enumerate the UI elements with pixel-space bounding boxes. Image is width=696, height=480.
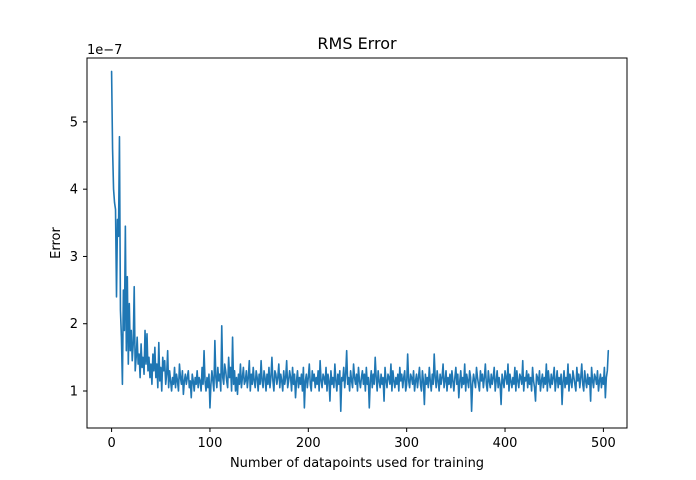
series-line <box>110 70 610 412</box>
x-tick-label: 500 <box>591 436 616 451</box>
y-tick-label: 5 <box>70 115 78 130</box>
x-axis-label: Number of datapoints used for training <box>230 456 484 471</box>
x-axis-ticks: 0 100 200 300 400 500 <box>107 428 616 451</box>
y-tick-label: 4 <box>70 183 78 198</box>
x-tick-label: 0 <box>107 436 115 451</box>
y-tick-label: 3 <box>70 250 78 265</box>
y-axis-ticks: 1 2 3 4 5 <box>70 115 87 400</box>
y-tick-label: 2 <box>70 317 78 332</box>
x-tick-label: 100 <box>198 436 223 451</box>
y-tick-label: 1 <box>70 385 78 400</box>
y-axis-label: Error <box>49 227 64 259</box>
x-tick-label: 200 <box>296 436 321 451</box>
y-offset-label: 1e−7 <box>87 43 122 58</box>
plot-frame <box>86 57 628 429</box>
chart-title: RMS Error <box>317 34 397 53</box>
x-tick-label: 300 <box>394 436 419 451</box>
x-tick-label: 400 <box>493 436 518 451</box>
